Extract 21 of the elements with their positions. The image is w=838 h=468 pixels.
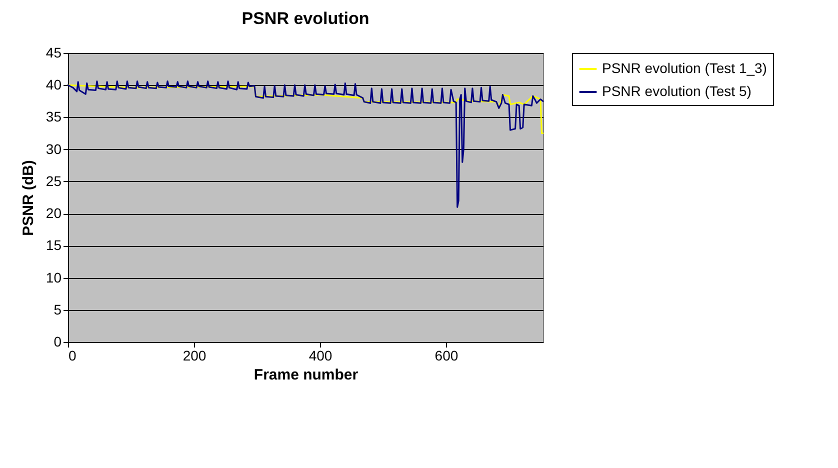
y-tick-label: 20: [46, 205, 62, 222]
chart-title: PSNR evolution: [242, 9, 370, 28]
x-axis-title: Frame number: [254, 366, 358, 384]
y-tick-label: 0: [54, 334, 62, 350]
y-tick-label: 5: [54, 301, 62, 318]
y-tick-label: 45: [46, 44, 62, 60]
x-tick-label: 200: [182, 348, 206, 364]
y-tick-label: 10: [46, 269, 62, 286]
line-series: [67, 80, 544, 208]
x-tick-label: 0: [68, 348, 76, 364]
y-tick-label: 30: [46, 140, 62, 157]
x-tick-label: 600: [434, 348, 458, 364]
x-tick-label: 400: [308, 348, 332, 364]
legend-label: PSNR evolution (Test 5): [602, 83, 752, 99]
y-tick-label: 35: [46, 108, 62, 125]
y-tick-label: 40: [46, 76, 62, 93]
y-tick-label: 25: [46, 172, 62, 189]
legend-label: PSNR evolution (Test 1_3): [602, 60, 767, 76]
y-tick-label: 15: [46, 237, 62, 254]
y-axis-title: PSNR (dB): [20, 160, 37, 236]
line-series: [67, 84, 544, 134]
